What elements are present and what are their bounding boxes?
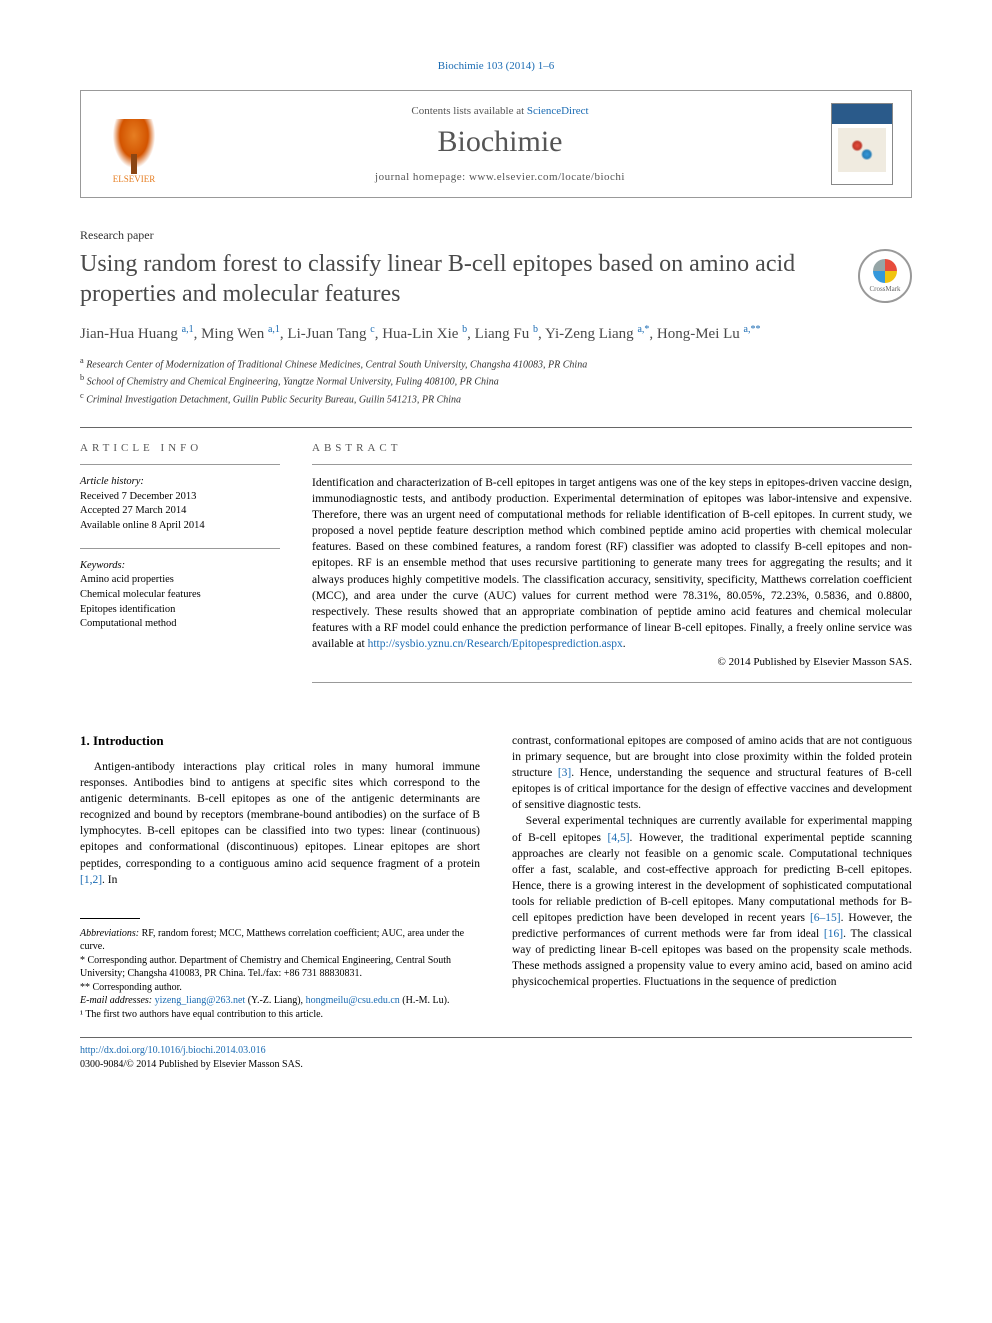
divider	[312, 682, 912, 683]
paper-title: Using random forest to classify linear B…	[80, 249, 838, 309]
history-item: Accepted 27 March 2014	[80, 504, 280, 519]
article-info-header: ARTICLE INFO	[80, 442, 280, 454]
paper-type: Research paper	[80, 228, 912, 243]
body-columns: 1. Introduction Antigen-antibody interac…	[80, 733, 912, 1021]
email-link-1[interactable]: yizeng_liang@263.net	[155, 995, 246, 1006]
body-paragraph: Several experimental techniques are curr…	[512, 813, 912, 990]
citation: Biochimie 103 (2014) 1–6	[80, 60, 912, 72]
right-column: contrast, conformational epitopes are co…	[512, 733, 912, 1021]
corresponding-author-1: * Corresponding author. Department of Ch…	[80, 954, 480, 981]
journal-header: ELSEVIER Contents lists available at Sci…	[80, 90, 912, 198]
citation-link[interactable]: [16]	[824, 928, 843, 940]
journal-name: Biochimie	[187, 125, 813, 159]
left-column: 1. Introduction Antigen-antibody interac…	[80, 733, 480, 1021]
doi-copyright: http://dx.doi.org/10.1016/j.biochi.2014.…	[80, 1044, 912, 1072]
elsevier-logo: ELSEVIER	[99, 104, 169, 184]
divider	[80, 548, 280, 549]
divider	[312, 464, 912, 465]
history-item: Available online 8 April 2014	[80, 519, 280, 534]
equal-contribution-note: ¹ The first two authors have equal contr…	[80, 1008, 480, 1022]
footnote-divider	[80, 918, 140, 919]
abstract-text: Identification and characterization of B…	[312, 475, 912, 652]
crossmark-icon	[873, 259, 897, 283]
crossmark-badge[interactable]: CrossMark	[858, 249, 912, 303]
sciencedirect-link[interactable]: ScienceDirect	[527, 105, 589, 117]
homepage-url[interactable]: www.elsevier.com/locate/biochi	[469, 171, 625, 183]
contents-list-line: Contents lists available at ScienceDirec…	[187, 105, 813, 117]
citation-link[interactable]: [1,2]	[80, 874, 102, 886]
issn-copyright: 0300-9084/© 2014 Published by Elsevier M…	[80, 1059, 303, 1070]
journal-homepage: journal homepage: www.elsevier.com/locat…	[187, 171, 813, 183]
affiliation-item: c Criminal Investigation Detachment, Gui…	[80, 390, 912, 407]
abstract-header: ABSTRACT	[312, 442, 912, 454]
authors-list: Jian-Hua Huang a,1, Ming Wen a,1, Li-Jua…	[80, 323, 912, 345]
keyword-item: Amino acid properties	[80, 573, 280, 588]
affiliation-item: b School of Chemistry and Chemical Engin…	[80, 372, 912, 389]
history-label: Article history:	[80, 475, 280, 490]
body-paragraph: Antigen-antibody interactions play criti…	[80, 759, 480, 888]
keyword-item: Computational method	[80, 617, 280, 632]
affiliation-item: a Research Center of Modernization of Tr…	[80, 355, 912, 372]
citation-link[interactable]: [6–15]	[810, 912, 841, 924]
journal-cover-thumb	[831, 103, 893, 185]
history-item: Received 7 December 2013	[80, 490, 280, 505]
divider	[80, 427, 912, 428]
divider	[80, 464, 280, 465]
footnotes: Abbreviations: RF, random forest; MCC, M…	[80, 927, 480, 1022]
keyword-item: Chemical molecular features	[80, 588, 280, 603]
article-info-column: ARTICLE INFO Article history: Received 7…	[80, 442, 280, 693]
service-link[interactable]: http://sysbio.yznu.cn/Research/Epitopesp…	[368, 638, 623, 650]
corresponding-author-2: ** Corresponding author.	[80, 981, 480, 995]
abbreviations: Abbreviations: RF, random forest; MCC, M…	[80, 927, 480, 954]
citation-link[interactable]: [4,5]	[607, 832, 629, 844]
intro-heading: 1. Introduction	[80, 733, 480, 749]
publisher-name: ELSEVIER	[113, 174, 156, 184]
abstract-column: ABSTRACT Identification and characteriza…	[312, 442, 912, 693]
citation-link[interactable]: [3]	[558, 767, 571, 779]
body-paragraph: contrast, conformational epitopes are co…	[512, 733, 912, 813]
email-link-2[interactable]: hongmeilu@csu.edu.cn	[306, 995, 400, 1006]
abstract-copyright: © 2014 Published by Elsevier Masson SAS.	[312, 656, 912, 668]
keyword-item: Epitopes identification	[80, 603, 280, 618]
doi-link[interactable]: http://dx.doi.org/10.1016/j.biochi.2014.…	[80, 1045, 266, 1056]
keywords-label: Keywords:	[80, 559, 280, 574]
email-addresses: E-mail addresses: yizeng_liang@263.net (…	[80, 994, 480, 1008]
bottom-divider	[80, 1037, 912, 1038]
affiliations: a Research Center of Modernization of Tr…	[80, 355, 912, 407]
